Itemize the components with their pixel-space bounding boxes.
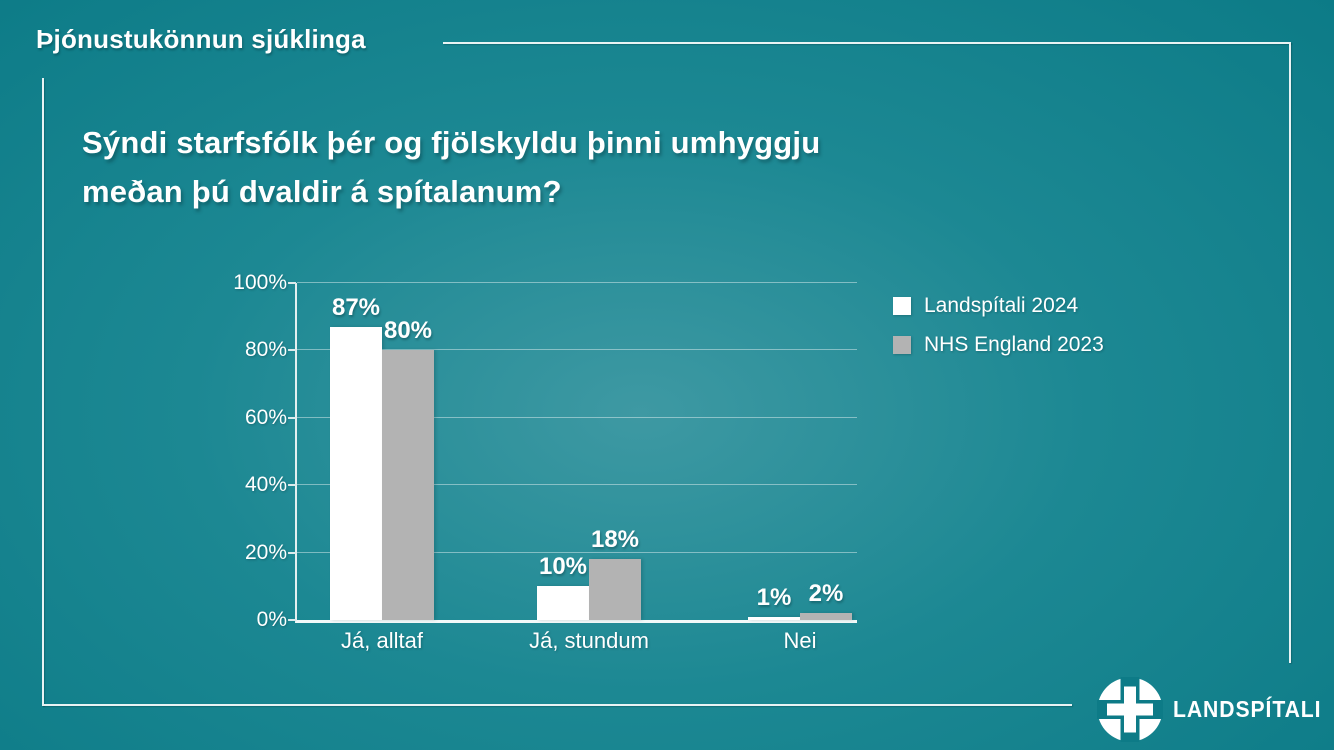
chart-question-line2: meðan þú dvaldir á spítalanum? xyxy=(82,174,562,209)
category-label-j-stundum: Já, stundum xyxy=(529,628,649,653)
y-axis-tick-20 xyxy=(288,551,296,554)
frame-line-right xyxy=(1289,42,1291,663)
y-axis-label-40: 40% xyxy=(244,473,287,497)
legend-item-nhs: NHS England 2023 xyxy=(893,333,1104,357)
chart-question-title: Sýndi starfsfólk þér og fjölskyldu þinni… xyxy=(82,118,1062,216)
frame-line-bottom xyxy=(42,704,1072,706)
gridline-40 xyxy=(297,484,857,486)
bar-nhs-england-2023-j-stundum xyxy=(589,559,641,620)
bar-landsp-tali-2024-j-alltaf xyxy=(330,326,382,620)
category-label-j-alltaf: Já, alltaf xyxy=(341,628,423,653)
bar-landsp-tali-2024-j-stundum xyxy=(537,586,589,620)
frame-line-top xyxy=(443,42,1291,44)
page-title: Þjónustukönnun sjúklinga xyxy=(36,24,366,54)
bar-landsp-tali-2024-nei xyxy=(748,616,800,620)
landspitali-logo-text: LANDSPÍTALI xyxy=(1173,696,1322,722)
y-axis-tick-0 xyxy=(288,619,296,621)
gridline-100 xyxy=(297,282,857,283)
landspitali-logo-icon xyxy=(1097,677,1163,742)
legend-item-landspitali: Landspítali 2024 xyxy=(893,294,1104,318)
legend-swatch-landspitali xyxy=(893,297,911,315)
y-axis-tick-40 xyxy=(288,484,296,487)
chart-legend: Landspítali 2024 NHS England 2023 xyxy=(893,294,1104,372)
category-label-nei: Nei xyxy=(783,628,817,653)
landspitali-logo: LANDSPÍTALI xyxy=(1097,677,1334,742)
legend-swatch-nhs xyxy=(893,336,911,354)
bar-value-label: 1% xyxy=(756,583,792,611)
y-axis-tick-100 xyxy=(288,282,296,284)
chart-question-line1: Sýndi starfsfólk þér og fjölskyldu þinni… xyxy=(82,125,821,160)
legend-label-landspitali: Landspítali 2024 xyxy=(924,294,1079,317)
bar-chart-plot-area: 0% 20% 40% 60% 80% 100% 87% 80% Já, alltaf 10% 18%… xyxy=(233,271,857,653)
bar-value-label: 10% xyxy=(538,553,588,581)
bar-value-label: 80% xyxy=(383,317,433,345)
bar-value-label: 87% xyxy=(331,293,381,321)
bar-nhs-england-2023-j-alltaf xyxy=(382,350,434,620)
bar-nhs-england-2023-nei xyxy=(800,613,852,620)
y-axis-tick-80 xyxy=(288,349,296,352)
gridline-80 xyxy=(297,349,857,351)
y-axis-label-0: 0% xyxy=(256,608,287,631)
gridline-20 xyxy=(297,551,857,553)
legend-label-nhs: NHS England 2023 xyxy=(924,333,1104,356)
y-axis-label-100: 100% xyxy=(233,271,287,294)
gridline-60 xyxy=(297,416,857,418)
bar-value-label: 18% xyxy=(590,526,640,554)
y-axis-label-60: 60% xyxy=(244,405,287,429)
bar-value-label: 2% xyxy=(808,580,844,608)
frame-line-left xyxy=(42,78,44,706)
y-axis-label-80: 80% xyxy=(244,338,287,362)
y-axis-tick-60 xyxy=(288,416,296,419)
y-axis-label-20: 20% xyxy=(244,540,287,564)
